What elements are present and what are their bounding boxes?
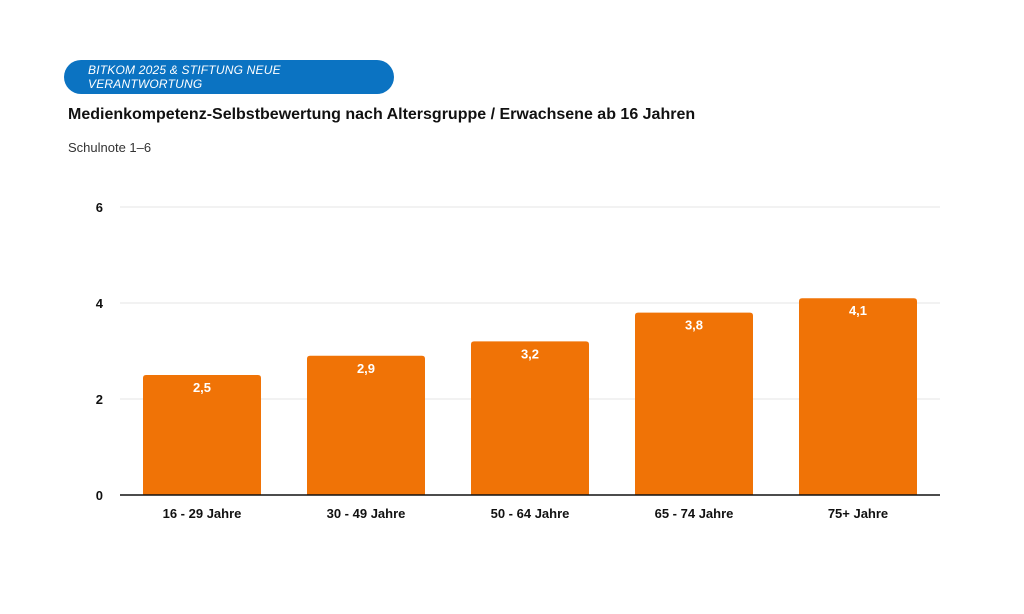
bar — [471, 341, 589, 495]
bar — [799, 298, 917, 495]
chart-title: Medienkompetenz-Selbstbewertung nach Alt… — [68, 106, 696, 123]
x-tick-label: 50 - 64 Jahre — [491, 506, 570, 521]
y-tick-label: 2 — [96, 392, 103, 407]
x-tick-label: 75+ Jahre — [828, 506, 888, 521]
y-tick-label: 6 — [96, 200, 103, 215]
bar — [307, 355, 425, 495]
bar — [143, 375, 261, 495]
source-badge: BITKOM 2025 & STIFTUNG NEUE VERANTWORTUN… — [64, 60, 394, 94]
y-tick-label: 0 — [96, 488, 103, 503]
data-label: 3,8 — [685, 318, 703, 333]
source-text: BITKOM 2025 & STIFTUNG NEUE VERANTWORTUN… — [88, 63, 281, 91]
y-tick-label: 4 — [96, 296, 104, 311]
data-label: 2,9 — [357, 361, 375, 376]
x-tick-label: 30 - 49 Jahre — [327, 506, 406, 521]
data-label: 4,1 — [849, 303, 867, 318]
bar — [635, 312, 753, 495]
x-tick-label: 65 - 74 Jahre — [655, 506, 734, 521]
data-label: 3,2 — [521, 346, 539, 361]
x-tick-label: 16 - 29 Jahre — [163, 506, 242, 521]
data-label: 2,5 — [193, 380, 211, 395]
chart-subtitle: Schulnote 1–6 — [68, 140, 152, 155]
